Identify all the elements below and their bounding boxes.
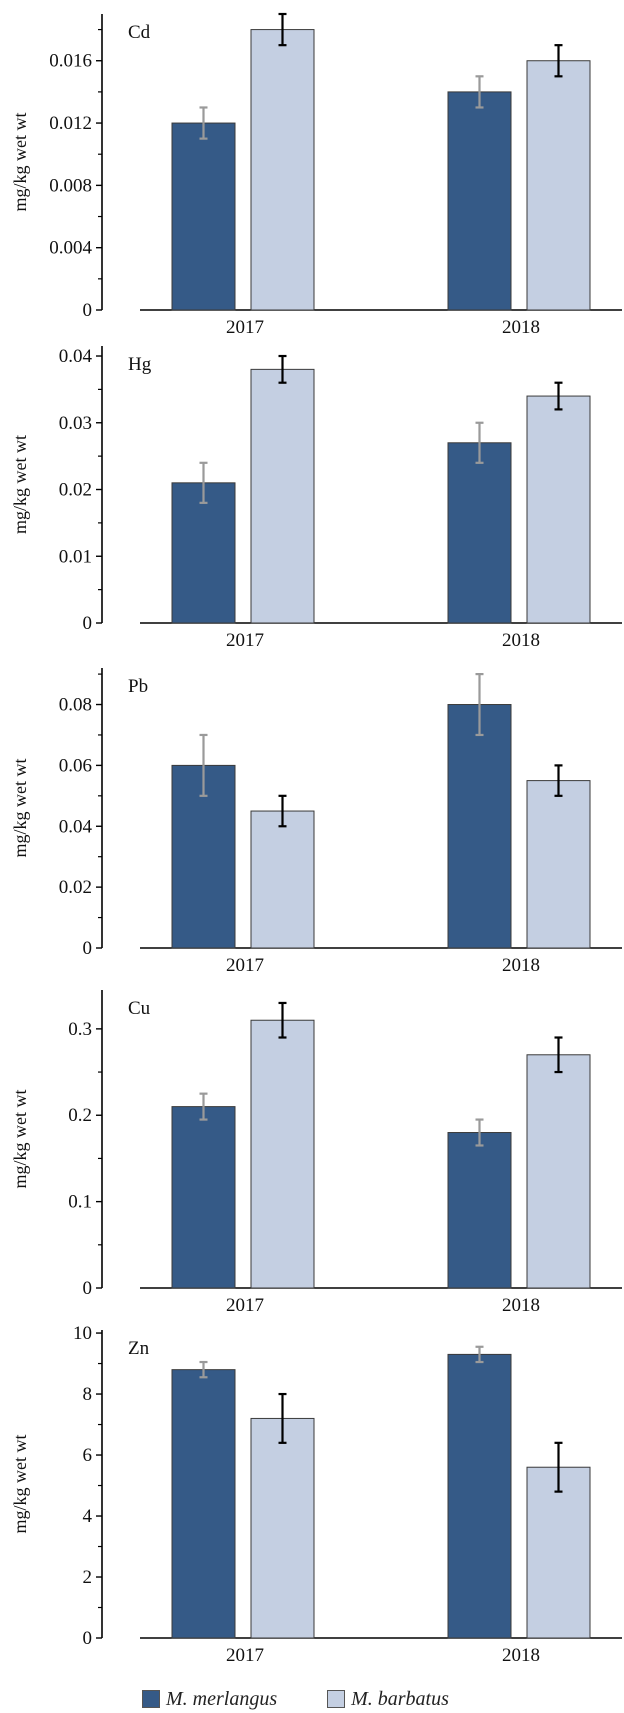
legend-item-barbatus: M. barbatus [327,1688,449,1711]
x-tick-label-hg-2018: 2018 [502,630,540,651]
y-tick-label-cd: 0.004 [49,238,92,259]
panel-title-zn: Zn [128,1338,150,1359]
legend-swatch-merlangus [142,1690,160,1708]
bar-cu-2017-merlangus [171,1106,236,1289]
bar-zn-2017-barbatus [250,1417,315,1639]
legend-label-barbatus: M. barbatus [351,1687,449,1710]
y-tick-label-zn: 8 [83,1384,93,1405]
bar-hg-2018-barbatus [526,395,591,624]
legend-item-merlangus: M. merlangus [142,1688,277,1711]
x-tick-label-pb-2017: 2017 [226,955,264,976]
y-tick-label-hg: 0.04 [59,346,93,367]
y-tick-label-cu: 0.3 [68,1019,92,1040]
y-tick-label-cu: 0.1 [68,1192,92,1213]
x-tick-label-cd-2018: 2018 [502,317,540,338]
bar-cu-2018-merlangus [447,1132,512,1289]
bar-zn-2018-barbatus [526,1466,591,1639]
y-axis-label-cu: mg/kg wet wt [10,1090,30,1189]
bar-zn-2018-merlangus [447,1353,512,1639]
panel-title-cd: Cd [128,22,151,43]
bar-hg-2018-merlangus [447,442,512,624]
y-tick-label-pb: 0.02 [59,877,92,898]
bar-pb-2018-barbatus [526,780,591,949]
x-tick-label-cd-2017: 2017 [226,317,264,338]
y-axis-label-pb: mg/kg wet wt [10,759,30,858]
y-tick-label-hg: 0.01 [59,546,92,567]
bar-hg-2017-barbatus [250,368,315,624]
x-tick-label-cu-2018: 2018 [502,1295,540,1316]
y-tick-label-zn: 4 [83,1506,93,1527]
y-axis-label-hg: mg/kg wet wt [10,435,30,534]
y-tick-label-hg: 0.02 [59,480,92,501]
x-tick-label-zn-2018: 2018 [502,1645,540,1666]
y-tick-label-pb: 0.08 [59,695,92,716]
bar-cu-2018-barbatus [526,1054,591,1289]
y-tick-label-cu: 0 [83,1278,93,1299]
bar-cd-2017-merlangus [171,122,236,311]
x-tick-label-hg-2017: 2017 [226,630,264,651]
y-tick-label-zn: 2 [83,1567,93,1588]
panel-title-cu: Cu [128,998,151,1019]
y-tick-label-cd: 0.016 [49,51,92,72]
y-tick-label-pb: 0.06 [59,755,92,776]
y-tick-label-zn: 10 [73,1323,92,1344]
y-tick-label-hg: 0 [83,613,93,634]
bar-zn-2017-merlangus [171,1369,236,1639]
y-tick-label-zn: 0 [83,1628,93,1649]
bar-pb-2018-merlangus [447,704,512,949]
x-tick-label-zn-2017: 2017 [226,1645,264,1666]
y-tick-label-cd: 0.012 [49,113,92,134]
panel-title-hg: Hg [128,354,152,375]
y-tick-label-pb: 0 [83,938,93,959]
bar-cd-2018-merlangus [447,91,512,311]
y-tick-label-cu: 0.2 [68,1105,92,1126]
y-tick-label-pb: 0.04 [59,816,93,837]
y-tick-label-hg: 0.03 [59,413,92,434]
panel-title-pb: Pb [128,676,148,697]
y-axis-label-zn: mg/kg wet wt [10,1435,30,1534]
y-axis-label-cd: mg/kg wet wt [10,113,30,212]
x-tick-label-cu-2017: 2017 [226,1295,264,1316]
x-tick-label-pb-2018: 2018 [502,955,540,976]
bar-pb-2017-barbatus [250,810,315,949]
bar-cd-2017-barbatus [250,29,315,311]
y-tick-label-cd: 0.008 [49,175,92,196]
legend-label-merlangus: M. merlangus [166,1687,278,1710]
y-tick-label-cd: 0 [83,300,93,321]
bar-cd-2018-barbatus [526,60,591,311]
bar-cu-2017-barbatus [250,1019,315,1289]
y-tick-label-zn: 6 [83,1445,93,1466]
legend: M. merlangus M. barbatus [142,1686,499,1712]
legend-swatch-barbatus [327,1690,346,1708]
